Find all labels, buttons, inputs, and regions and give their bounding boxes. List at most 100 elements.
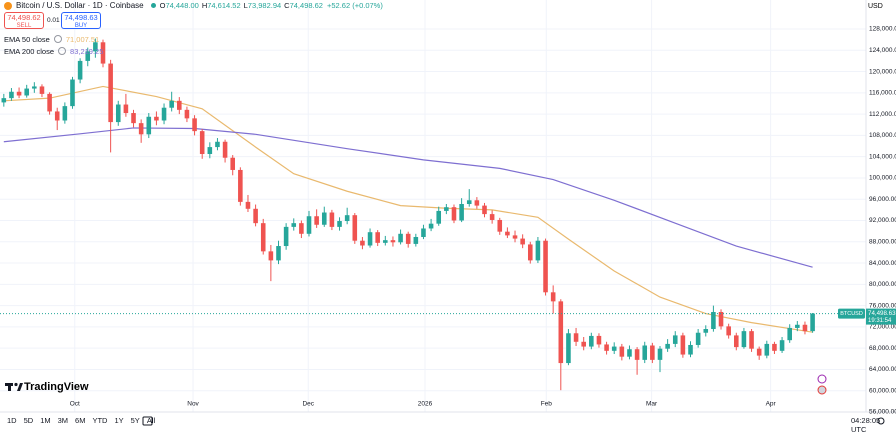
candle-body <box>505 231 510 236</box>
candle-body <box>131 113 136 124</box>
candle-body <box>329 212 335 227</box>
y-tick-label: 100,000.00 <box>869 175 896 182</box>
candle-body <box>398 233 403 243</box>
sell-price: 74,498.62 <box>7 13 41 22</box>
candle-body <box>589 335 594 347</box>
sell-label: SELL <box>16 23 32 29</box>
y-tick-label: 64,000.00 <box>869 366 896 373</box>
candle-body <box>230 157 236 170</box>
candle-body <box>260 223 266 252</box>
candle-body <box>688 344 693 355</box>
range-button[interactable]: 6M <box>75 416 86 425</box>
symbol-label: BTCUSD <box>840 311 863 317</box>
candle-body <box>314 216 319 225</box>
y-tick-label: 112,000.00 <box>869 111 896 118</box>
x-tick-label: Mar <box>646 401 658 408</box>
candle-body <box>367 232 373 246</box>
candle-body <box>321 212 327 225</box>
candle-body <box>558 301 564 364</box>
candle-body <box>749 331 754 349</box>
y-tick-label: 88,000.00 <box>869 238 896 245</box>
candle-body <box>192 118 197 132</box>
ohlc-key: O <box>159 1 166 10</box>
candle-body <box>85 51 91 61</box>
candle-body <box>154 116 159 121</box>
range-button[interactable]: All <box>146 416 156 425</box>
ohlc-value: 73,982.94 <box>247 1 282 10</box>
range-button[interactable]: 5Y <box>130 416 140 425</box>
settings-icon[interactable] <box>877 417 885 425</box>
y-tick-label: 108,000.00 <box>869 132 896 139</box>
candle-body <box>253 208 258 224</box>
candle-body <box>436 210 442 224</box>
ohlc-key: L <box>243 1 248 10</box>
candle-body <box>245 201 251 209</box>
event-icon[interactable] <box>817 374 827 384</box>
range-button[interactable]: 1M <box>40 416 51 425</box>
candle-body <box>482 205 487 215</box>
candle-body <box>1 98 7 103</box>
buy-button[interactable]: 74,498.63 BUY <box>61 12 101 29</box>
btc-icon <box>4 1 12 10</box>
x-tick-label: Apr <box>766 401 777 408</box>
legend-row: EMA 200 close 83,219.25 <box>4 45 103 57</box>
legend-icon[interactable] <box>58 47 67 55</box>
flag-icon[interactable] <box>817 385 827 395</box>
candle-body <box>695 332 701 345</box>
x-tick-label: Nov <box>187 401 199 408</box>
candle-body <box>108 63 113 123</box>
candle-body <box>581 341 586 347</box>
buy-price: 74,498.63 <box>64 13 98 22</box>
candle-body <box>474 200 480 206</box>
grid <box>0 0 866 412</box>
candle-body <box>741 331 747 348</box>
ema-line <box>3 127 813 268</box>
range-button[interactable]: 5D <box>23 416 34 425</box>
candle-body <box>32 86 37 89</box>
candle-body <box>337 221 342 227</box>
y-tick-label: 124,000.00 <box>869 47 896 54</box>
ohlc-item: C74,498.62 <box>284 1 323 10</box>
ohlc: O74,448.00 H74,614.52 L73,982.94 C74,498.62 <box>160 1 323 10</box>
candle-body <box>657 348 663 360</box>
y-tick-label: 128,000.00 <box>869 26 896 33</box>
range-button[interactable]: 1Y <box>114 416 124 425</box>
candle-body <box>383 240 388 243</box>
y-tick-label: 120,000.00 <box>869 68 896 75</box>
change: +52.62 (+0.07%) <box>326 1 383 10</box>
legend-icon[interactable] <box>53 35 62 43</box>
logo-text: TradingView <box>24 381 89 393</box>
candle-body <box>726 326 731 336</box>
candle-body <box>810 313 815 332</box>
candle-body <box>795 324 800 328</box>
candle-body <box>489 214 495 220</box>
candle-body <box>703 329 709 333</box>
logo: TradingView <box>5 381 89 393</box>
x-tick-label: Dec <box>302 401 314 408</box>
candle-body <box>344 215 350 222</box>
candle-body <box>520 238 525 245</box>
candle-body <box>54 111 60 121</box>
range-button[interactable]: YTD <box>92 416 108 425</box>
ohlc-key: H <box>201 1 208 10</box>
ohlc-value: 74,448.00 <box>165 1 199 10</box>
range-button[interactable]: 1D <box>7 416 17 425</box>
y-tick-label: 56,000.00 <box>869 409 896 416</box>
candle-body <box>413 236 419 244</box>
candle-body <box>650 345 655 360</box>
candle-body <box>451 207 457 221</box>
candle-body <box>390 240 396 243</box>
candle-body <box>711 311 716 330</box>
candle-body <box>39 86 45 94</box>
candle-body <box>405 233 411 244</box>
range-button[interactable]: 3M <box>57 416 69 425</box>
candle-body <box>764 343 770 356</box>
candle-body <box>299 223 304 234</box>
calendar-icon[interactable] <box>142 416 153 426</box>
sell-button[interactable]: 74,498.62 SELL <box>4 12 44 29</box>
candle-body <box>161 107 167 121</box>
candle-body <box>672 335 678 344</box>
candle-body <box>634 349 640 360</box>
candle-body <box>268 251 274 261</box>
candle-body <box>802 324 808 332</box>
